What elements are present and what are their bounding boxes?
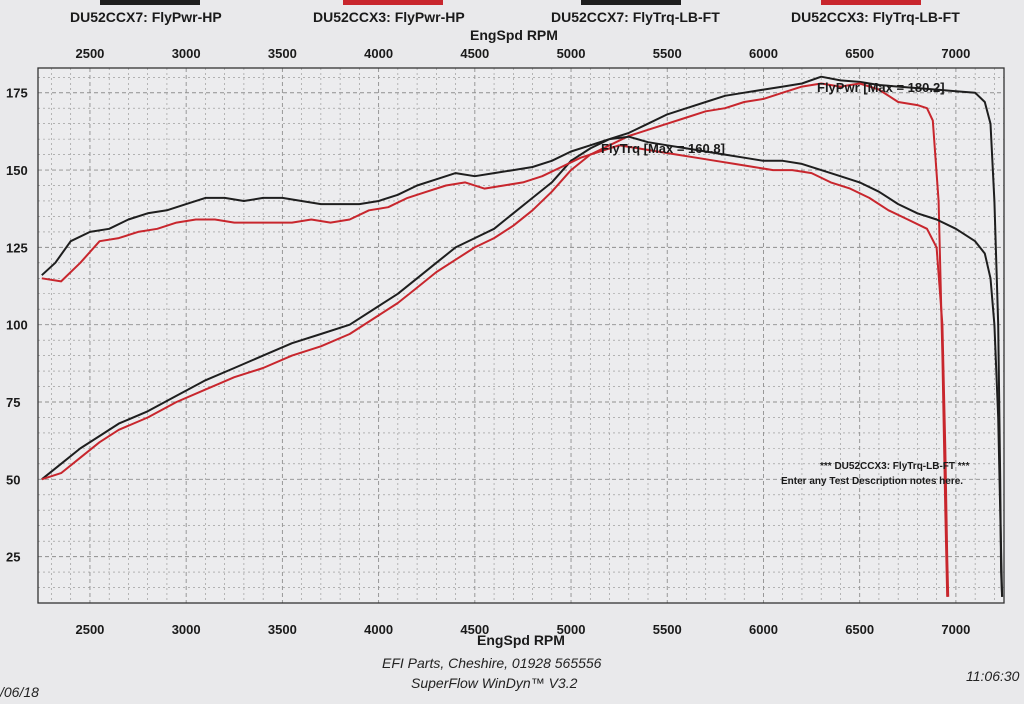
chart-grid (38, 68, 1004, 603)
footer-time: 11:06:30 (966, 668, 1020, 684)
plot-area-frame (37, 67, 1005, 604)
x-tick-label-bottom: 6000 (749, 622, 778, 637)
x-tick-label-top: 4000 (364, 46, 393, 61)
legend-swatch-1 (100, 0, 200, 5)
series-line-1 (41, 75, 1004, 597)
chart-annotations: FlyPwr [Max = 180.2] FlyTrq [Max = 160.8] (601, 80, 945, 156)
legend-swatch-3 (581, 0, 681, 5)
y-tick-label: 100 (6, 318, 28, 333)
note-line-1: *** DU52CCX3: FlyTrq-LB-FT *** (820, 461, 970, 472)
note-line-2: Enter any Test Description notes here. (781, 476, 963, 487)
test-notes: *** DU52CCX3: FlyTrq-LB-FT *** Enter any … (781, 461, 970, 487)
x-tick-label-top: 5000 (557, 46, 586, 61)
axis-ticks: 2500 2500 3000 3000 3500 3500 4000 4000 4500 4500… (6, 46, 970, 637)
y-tick-label: 25 (6, 550, 20, 565)
x-tick-label-bottom: 3000 (172, 622, 201, 637)
legend-swatch-4 (821, 0, 921, 5)
x-tick-label-bottom: 7000 (941, 622, 970, 637)
series-line-3 (41, 135, 1004, 597)
legend-entry-3: DU52CCX7: FlyTrq-LB-FT (551, 9, 720, 25)
max-annotation-1: FlyPwr [Max = 180.2] (817, 80, 945, 95)
x-tick-label-top: 6500 (845, 46, 874, 61)
x-tick-label-top: 3000 (172, 46, 201, 61)
x-tick-label-top: 3500 (268, 46, 297, 61)
legend-swatch-2 (343, 0, 443, 5)
x-tick-label-bottom: 2500 (75, 622, 104, 637)
legend-entry-4: DU52CCX3: FlyTrq-LB-FT (791, 9, 960, 25)
y-tick-label: 75 (6, 395, 20, 410)
x-tick-label-top: 5500 (653, 46, 682, 61)
x-tick-label-bottom: 5500 (653, 622, 682, 637)
y-tick-label: 175 (6, 86, 28, 101)
x-tick-label-bottom: 3500 (268, 622, 297, 637)
x-tick-label-top: 4500 (460, 46, 489, 61)
y-tick-label: 50 (6, 472, 20, 487)
footer-date: /06/18 (0, 684, 39, 700)
legend-entry-1: DU52CCX7: FlyPwr-HP (70, 9, 222, 25)
x-tick-label-top: 7000 (941, 46, 970, 61)
series-line-2 (41, 82, 949, 597)
x-axis-title-top: EngSpd RPM (470, 27, 558, 43)
chart-series (41, 75, 1004, 597)
series-line-4 (41, 144, 950, 597)
legend: DU52CCX7: FlyPwr-HP DU52CCX3: FlyPwr-HP DU… (70, 0, 960, 25)
max-annotation-2: FlyTrq [Max = 160.8] (601, 141, 725, 156)
x-tick-label-bottom: 4500 (460, 622, 489, 637)
x-tick-label-top: 6000 (749, 46, 778, 61)
footer-software: SuperFlow WinDyn™ V3.2 (411, 675, 578, 691)
x-axis-title-bottom: EngSpd RPM (477, 632, 565, 648)
legend-entry-2: DU52CCX3: FlyPwr-HP (313, 9, 465, 25)
footer-company: EFI Parts, Cheshire, 01928 565556 (382, 655, 602, 671)
x-tick-label-bottom: 4000 (364, 622, 393, 637)
plot-background (38, 68, 1004, 603)
y-tick-label: 125 (6, 240, 28, 255)
x-tick-label-top: 2500 (75, 46, 104, 61)
x-tick-label-bottom: 6500 (845, 622, 874, 637)
y-tick-label: 150 (6, 163, 28, 178)
x-tick-label-bottom: 5000 (557, 622, 586, 637)
